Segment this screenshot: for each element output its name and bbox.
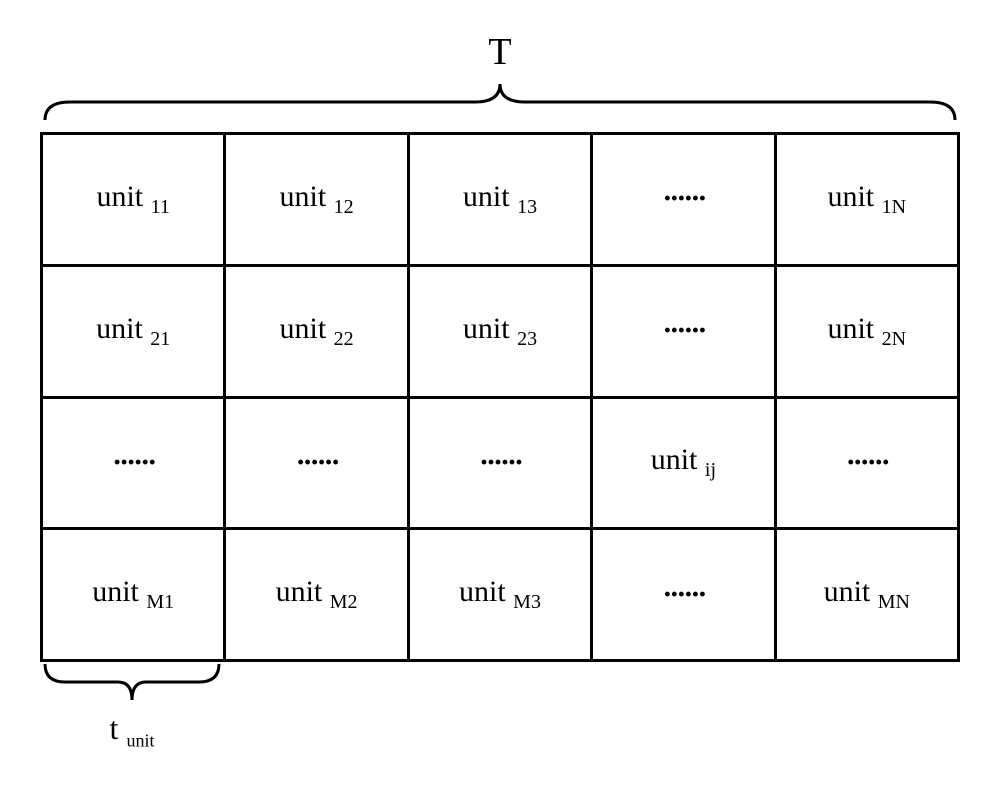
grid-cell: unit 13 xyxy=(408,134,591,266)
cell-subscript: 13 xyxy=(517,196,537,218)
ellipsis: ······ xyxy=(846,446,888,479)
top-label-text: T xyxy=(488,31,511,73)
cell-main: unit xyxy=(92,575,146,608)
grid-cell: unit M1 xyxy=(42,529,225,661)
grid-cell: unit M3 xyxy=(408,529,591,661)
grid-cell: unit 2N xyxy=(775,265,958,397)
cell-subscript: ij xyxy=(705,459,716,481)
cell-main: unit xyxy=(827,312,881,345)
ellipsis: ······ xyxy=(662,182,704,215)
ellipsis: ······ xyxy=(662,578,704,611)
cell-main: unit xyxy=(96,180,150,213)
bottom-label-sub: unit xyxy=(126,730,154,750)
grid-cell: unit 23 xyxy=(408,265,591,397)
cell-subscript: MN xyxy=(878,591,910,613)
cell-main: unit xyxy=(463,312,517,345)
cell-main: unit xyxy=(651,443,705,476)
grid-row: unit M1unit M2unit M3······unit MN xyxy=(42,529,959,661)
cell-main: unit xyxy=(280,180,334,213)
ellipsis: ······ xyxy=(479,446,521,479)
grid-cell: unit 11 xyxy=(42,134,225,266)
top-brace xyxy=(40,80,960,124)
grid-cell: unit 1N xyxy=(775,134,958,266)
grid-row: ······ ······ ······ unit ij ······ xyxy=(42,397,959,529)
cell-main: unit xyxy=(827,180,881,213)
grid-cell: unit 12 xyxy=(225,134,408,266)
grid-cell: unit 22 xyxy=(225,265,408,397)
bottom-label-main: t xyxy=(110,710,127,746)
cell-subscript: 21 xyxy=(150,328,170,350)
grid-cell: unit M2 xyxy=(225,529,408,661)
cell-main: unit xyxy=(96,312,150,345)
cell-subscript: 11 xyxy=(151,196,170,218)
ellipsis: ······ xyxy=(662,314,704,347)
cell-subscript: M1 xyxy=(146,591,174,613)
top-label: T xyxy=(0,30,1000,74)
grid-cell: ······ xyxy=(592,134,775,266)
cell-subscript: 1N xyxy=(882,196,906,218)
grid-container: unit 11unit 12unit 13······unit 1Nunit 2… xyxy=(40,132,960,662)
cell-main: unit xyxy=(459,575,513,608)
grid-cell: unit 21 xyxy=(42,265,225,397)
grid-cell: ······ xyxy=(408,397,591,529)
cell-subscript: 22 xyxy=(334,328,354,350)
cell-subscript: 12 xyxy=(334,196,354,218)
unit-grid: unit 11unit 12unit 13······unit 1Nunit 2… xyxy=(40,132,960,662)
ellipsis: ······ xyxy=(112,446,154,479)
grid-cell: unit MN xyxy=(775,529,958,661)
cell-subscript: M2 xyxy=(330,591,358,613)
grid-cell: ······ xyxy=(775,397,958,529)
bottom-label: t unit xyxy=(40,710,224,751)
grid-cell: unit ij xyxy=(592,397,775,529)
cell-main: unit xyxy=(276,575,330,608)
cell-main: unit xyxy=(463,180,517,213)
ellipsis: ······ xyxy=(296,446,338,479)
cell-main: unit xyxy=(824,575,878,608)
bottom-brace xyxy=(40,662,224,704)
grid-row: unit 11unit 12unit 13······unit 1N xyxy=(42,134,959,266)
cell-subscript: 2N xyxy=(882,328,906,350)
cell-subscript: M3 xyxy=(513,591,541,613)
grid-row: unit 21unit 22unit 23······unit 2N xyxy=(42,265,959,397)
grid-cell: ······ xyxy=(225,397,408,529)
grid-cell: ······ xyxy=(592,529,775,661)
grid-cell: ······ xyxy=(592,265,775,397)
cell-subscript: 23 xyxy=(517,328,537,350)
cell-main: unit xyxy=(280,312,334,345)
grid-cell: ······ xyxy=(42,397,225,529)
